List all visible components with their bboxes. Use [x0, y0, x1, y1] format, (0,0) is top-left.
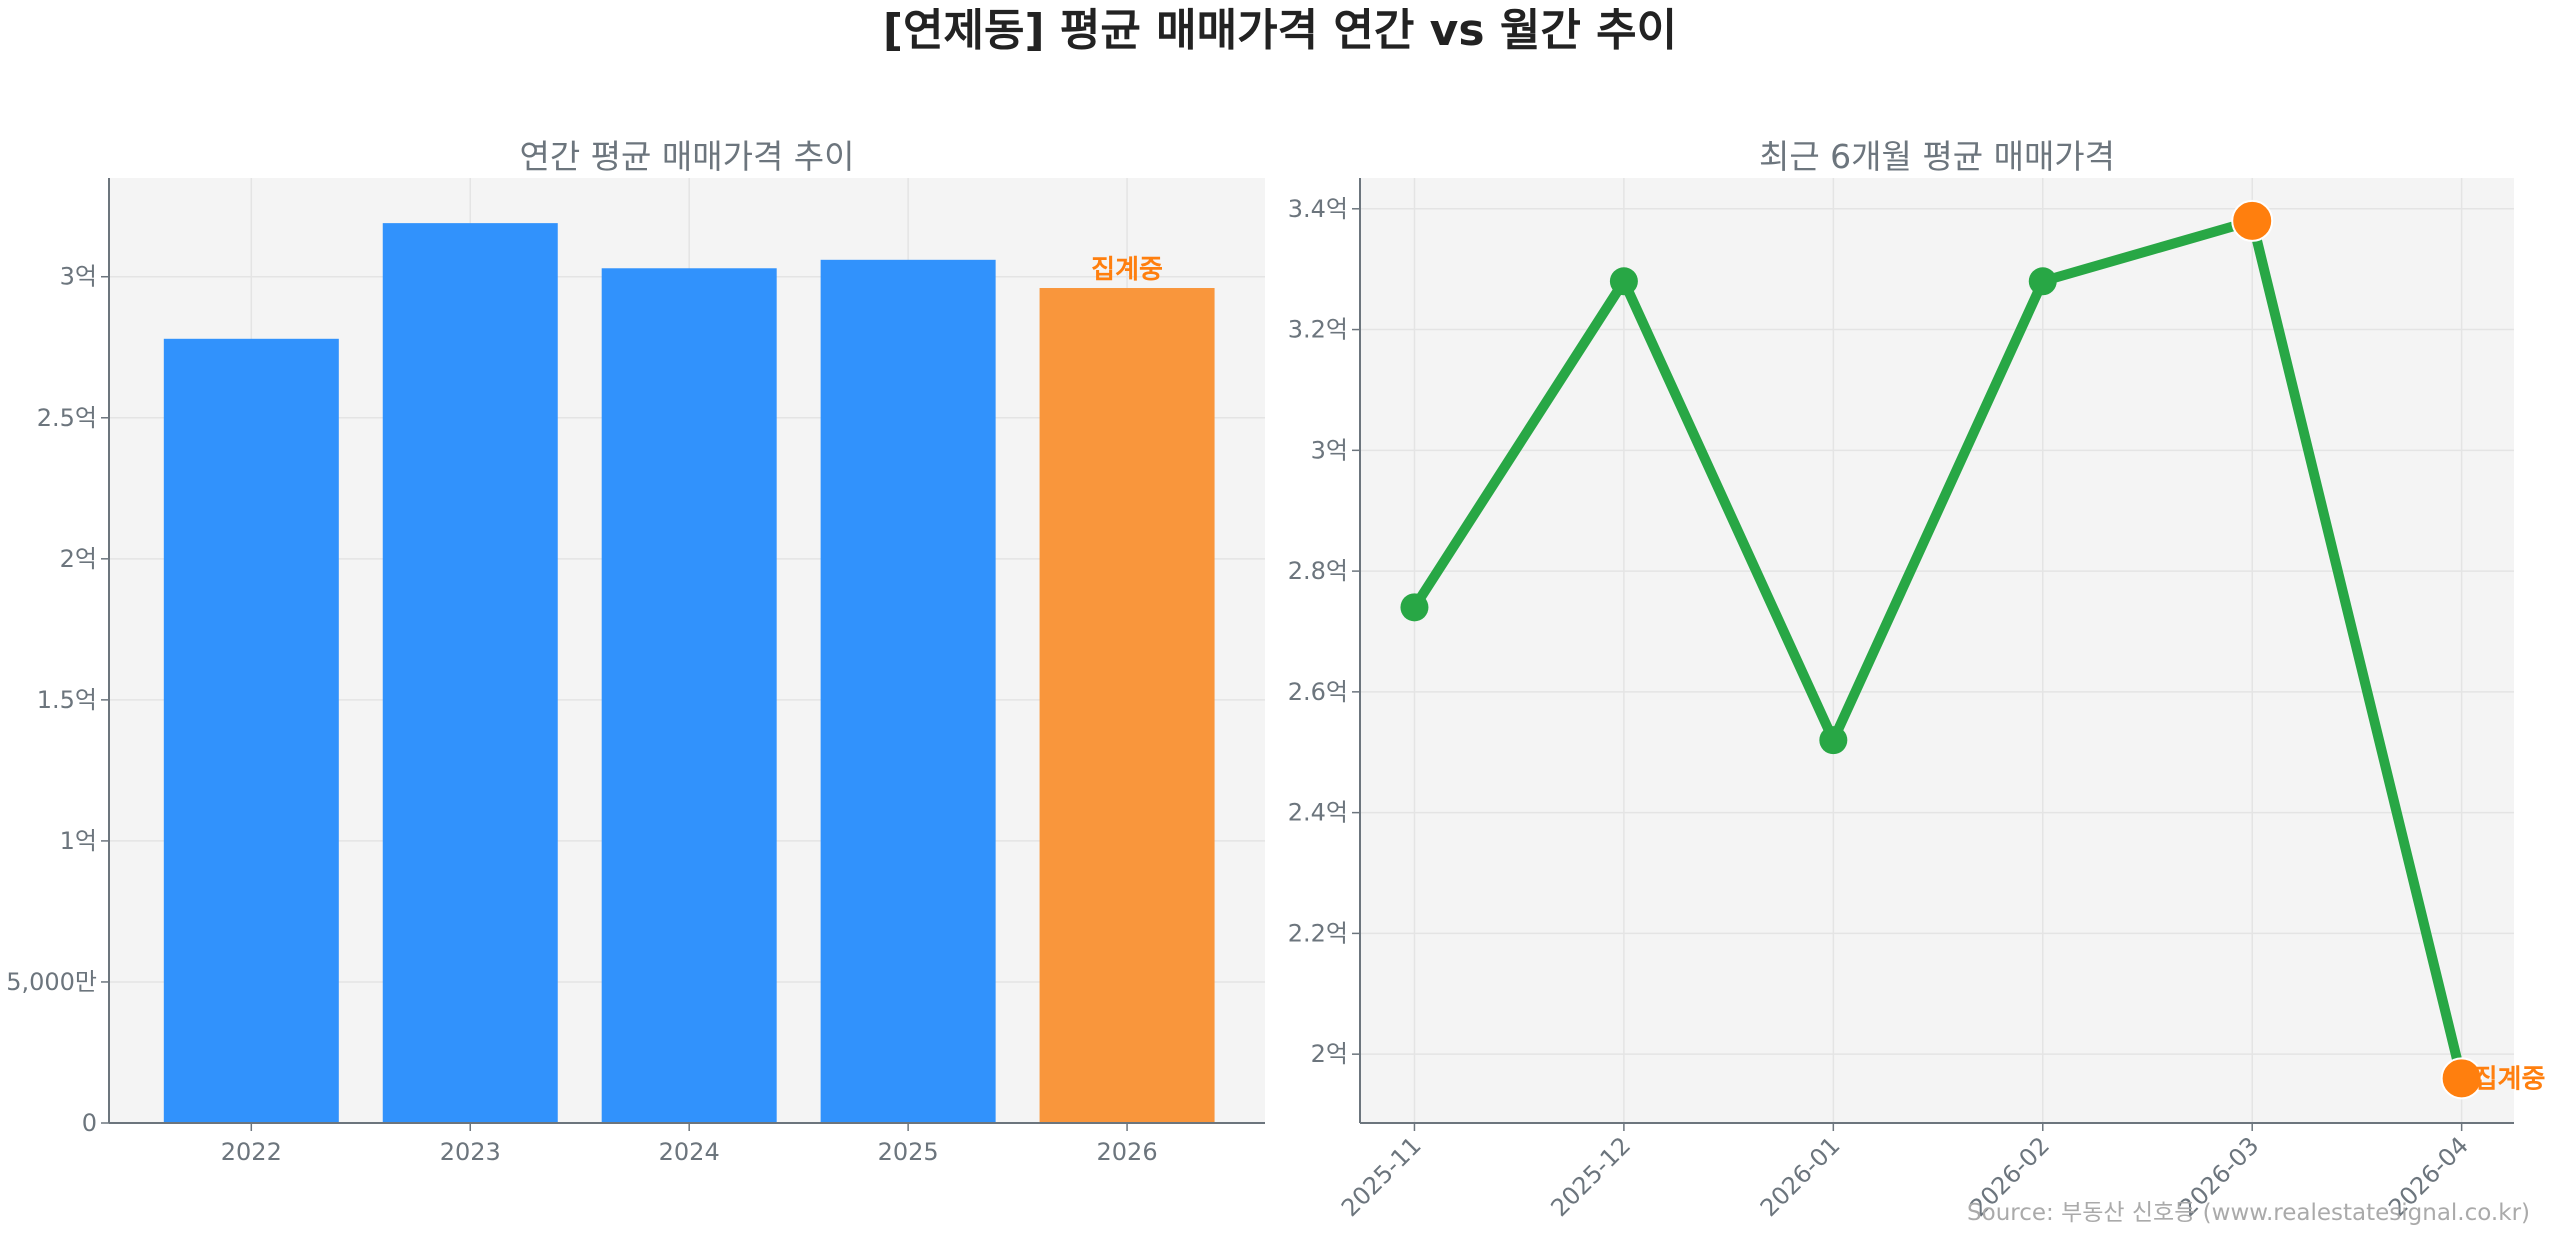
bar-2022 — [163, 338, 339, 1124]
source-note: Source: 부동산 신호등 (www.realestatesignal.co… — [1967, 1200, 2530, 1226]
price-line — [1410, 215, 2467, 1080]
y-tick-label: 2억 — [60, 545, 97, 573]
y-tick-label: 2.2억 — [1288, 919, 1348, 947]
data-point-2026-02 — [2028, 267, 2057, 296]
monthly-chart-title: 최근 6개월 평균 매매가격 — [1759, 137, 2115, 176]
y-tick-label: 0 — [82, 1109, 97, 1137]
data-point-2026-03 — [2231, 199, 2274, 242]
point-status-label: 집계중 — [2474, 1064, 2546, 1094]
x-tick-label: 2024 — [659, 1138, 720, 1166]
data-point-2025-12 — [1609, 267, 1638, 296]
y-tick-label: 1억 — [60, 827, 97, 855]
y-tick-label: 2.4억 — [1288, 799, 1348, 827]
annual-bar-chart: 연간 평균 매매가격 추이 0 5,000만 1억 1.5억 2억 2.5억 3억 2022 2… — [6, 137, 1265, 1166]
x-tick-label: 2025-12 — [1545, 1131, 1636, 1222]
x-tick-label: 2026 — [1097, 1138, 1158, 1166]
y-tick-label: 2.5억 — [37, 404, 97, 432]
y-tick-label: 2.8억 — [1288, 557, 1348, 585]
figure-title: [연제동] 평균 매매가격 연간 vs 월간 추이 — [883, 5, 1677, 56]
y-tick-label: 5,000만 — [6, 968, 97, 996]
data-point-2025-11 — [1400, 593, 1429, 622]
y-tick-label: 3.2억 — [1288, 316, 1348, 344]
y-tick-label: 2억 — [1311, 1040, 1348, 1068]
x-tick-label: 2022 — [221, 1138, 282, 1166]
plot-area — [1360, 178, 2514, 1123]
x-tick-label: 2023 — [440, 1138, 501, 1166]
x-tick-label: 2025-11 — [1336, 1131, 1427, 1222]
data-point-2026-01 — [1819, 726, 1848, 755]
bar-2025 — [820, 259, 996, 1123]
monthly-line-chart: 최근 6개월 평균 매매가격 2억 2.2억 2.4억 2.6억 2.8억 3억 3.2억 3… — [1288, 137, 2546, 1222]
bar-2026 — [1039, 288, 1215, 1124]
bar-2024 — [601, 268, 777, 1123]
data-point-2026-04 — [2440, 1057, 2483, 1100]
annual-chart-title: 연간 평균 매매가격 추이 — [519, 137, 854, 176]
y-tick-label: 1.5억 — [37, 686, 97, 714]
y-tick-label: 3억 — [60, 263, 97, 291]
y-tick-label: 2.6억 — [1288, 678, 1348, 706]
y-tick-label: 3억 — [1311, 436, 1348, 464]
bar-status-label: 집계중 — [1091, 255, 1163, 285]
bar-2023 — [382, 223, 558, 1123]
x-tick-label: 2026-01 — [1755, 1131, 1846, 1222]
x-tick-label: 2025 — [878, 1138, 939, 1166]
y-tick-label: 3.4억 — [1288, 195, 1348, 223]
